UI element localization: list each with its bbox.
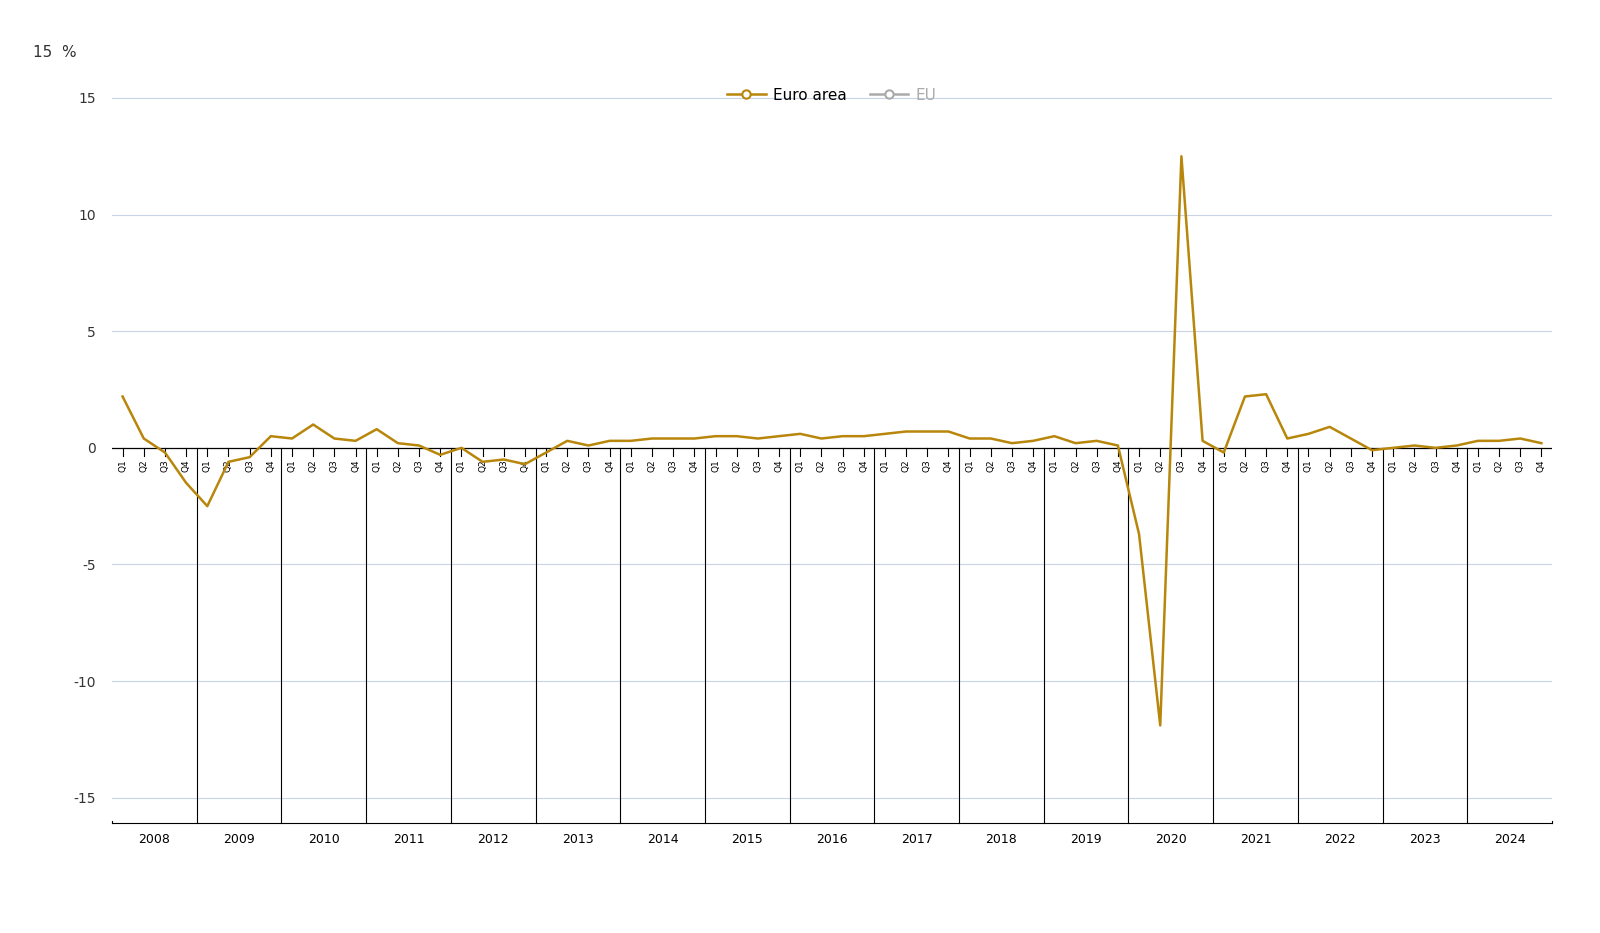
Text: Q4: Q4 xyxy=(1029,460,1038,472)
Text: Q4: Q4 xyxy=(182,460,190,472)
Text: Q1: Q1 xyxy=(795,460,805,472)
Text: Q2: Q2 xyxy=(478,460,486,472)
Text: Q3: Q3 xyxy=(1262,460,1270,472)
Text: Q2: Q2 xyxy=(394,460,402,472)
Text: Q4: Q4 xyxy=(1453,460,1461,472)
Text: Q1: Q1 xyxy=(1474,460,1482,472)
Text: Q2: Q2 xyxy=(1410,460,1419,472)
Text: Q3: Q3 xyxy=(754,460,762,472)
Text: Q3: Q3 xyxy=(414,460,424,472)
Text: Q3: Q3 xyxy=(838,460,846,472)
Text: Q2: Q2 xyxy=(1325,460,1334,472)
Text: Q3: Q3 xyxy=(669,460,678,472)
Text: Q3: Q3 xyxy=(245,460,254,472)
Text: 2015: 2015 xyxy=(731,833,763,845)
Text: Q1: Q1 xyxy=(118,460,126,472)
Text: Q4: Q4 xyxy=(350,460,360,472)
Text: Q1: Q1 xyxy=(1219,460,1229,472)
Text: Q2: Q2 xyxy=(224,460,234,472)
Text: Q4: Q4 xyxy=(266,460,275,472)
Text: Q1: Q1 xyxy=(965,460,974,472)
Text: Q1: Q1 xyxy=(542,460,550,472)
Text: Q2: Q2 xyxy=(1240,460,1250,472)
Text: Q1: Q1 xyxy=(710,460,720,472)
Text: 2018: 2018 xyxy=(986,833,1018,845)
Text: Q2: Q2 xyxy=(139,460,149,472)
Text: Q4: Q4 xyxy=(774,460,784,472)
Text: Q1: Q1 xyxy=(203,460,211,472)
Text: 2016: 2016 xyxy=(816,833,848,845)
Text: 2019: 2019 xyxy=(1070,833,1102,845)
Text: 2023: 2023 xyxy=(1410,833,1440,845)
Text: Q2: Q2 xyxy=(309,460,318,472)
Text: Q4: Q4 xyxy=(605,460,614,472)
Text: Q3: Q3 xyxy=(1008,460,1016,472)
Text: Q3: Q3 xyxy=(499,460,509,472)
Text: Q2: Q2 xyxy=(563,460,571,472)
Text: Q4: Q4 xyxy=(1114,460,1122,472)
Text: Q2: Q2 xyxy=(1494,460,1504,472)
Text: Q1: Q1 xyxy=(458,460,466,472)
Text: Q4: Q4 xyxy=(1198,460,1206,472)
Text: 2013: 2013 xyxy=(562,833,594,845)
Text: Q2: Q2 xyxy=(818,460,826,472)
Legend: Euro area, EU: Euro area, EU xyxy=(722,82,942,109)
Text: Q2: Q2 xyxy=(733,460,741,472)
Text: Q1: Q1 xyxy=(1304,460,1314,472)
Text: Q4: Q4 xyxy=(520,460,530,472)
Text: Q3: Q3 xyxy=(1093,460,1101,472)
Text: 2012: 2012 xyxy=(477,833,509,845)
Text: Q1: Q1 xyxy=(626,460,635,472)
Text: 2009: 2009 xyxy=(222,833,254,845)
Text: Q2: Q2 xyxy=(1070,460,1080,472)
Text: 2010: 2010 xyxy=(307,833,339,845)
Text: Q1: Q1 xyxy=(373,460,381,472)
Text: Q3: Q3 xyxy=(1178,460,1186,472)
Text: 2011: 2011 xyxy=(392,833,424,845)
Text: Q3: Q3 xyxy=(923,460,931,472)
Text: Q4: Q4 xyxy=(435,460,445,472)
Text: 2014: 2014 xyxy=(646,833,678,845)
Text: Q1: Q1 xyxy=(288,460,296,472)
Text: Q2: Q2 xyxy=(986,460,995,472)
Text: Q1: Q1 xyxy=(1389,460,1398,472)
Text: Q3: Q3 xyxy=(160,460,170,472)
Text: Q2: Q2 xyxy=(1155,460,1165,472)
Text: Q2: Q2 xyxy=(902,460,910,472)
Text: Q3: Q3 xyxy=(1346,460,1355,472)
Text: Q4: Q4 xyxy=(1368,460,1376,472)
Text: Q4: Q4 xyxy=(944,460,954,472)
Text: 2008: 2008 xyxy=(139,833,170,845)
Text: 15  %: 15 % xyxy=(34,45,77,60)
Text: Q3: Q3 xyxy=(584,460,594,472)
Text: 2022: 2022 xyxy=(1325,833,1357,845)
Text: Q3: Q3 xyxy=(1515,460,1525,472)
Text: 2021: 2021 xyxy=(1240,833,1272,845)
Text: Q1: Q1 xyxy=(1134,460,1144,472)
Text: Q1: Q1 xyxy=(1050,460,1059,472)
Text: 2024: 2024 xyxy=(1494,833,1525,845)
Text: Q2: Q2 xyxy=(648,460,656,472)
Text: Q1: Q1 xyxy=(880,460,890,472)
Text: 2020: 2020 xyxy=(1155,833,1187,845)
Text: Q3: Q3 xyxy=(330,460,339,472)
Text: Q4: Q4 xyxy=(859,460,869,472)
Text: Q4: Q4 xyxy=(1538,460,1546,472)
Text: Q3: Q3 xyxy=(1430,460,1440,472)
Text: Q4: Q4 xyxy=(1283,460,1291,472)
Text: 2017: 2017 xyxy=(901,833,933,845)
Text: Q4: Q4 xyxy=(690,460,699,472)
